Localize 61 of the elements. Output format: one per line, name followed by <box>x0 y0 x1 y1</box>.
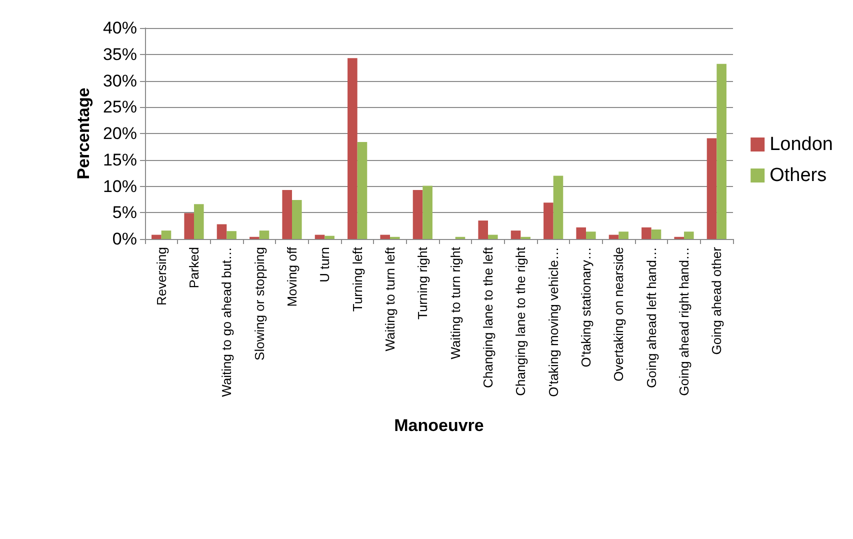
bar <box>314 234 325 239</box>
x-tick-label: Slowing or stopping <box>252 247 267 360</box>
y-tick-label: 40% <box>102 18 137 38</box>
bar <box>618 232 628 239</box>
x-tick-label: Moving off <box>284 246 300 307</box>
x-tick-label: Waiting to turn right <box>448 246 463 360</box>
bar <box>226 231 236 239</box>
y-tick-label: 15% <box>102 150 137 170</box>
y-tick-label: 35% <box>102 44 137 64</box>
bar <box>488 234 498 239</box>
x-tick-label: Going ahead left hand… <box>644 247 659 388</box>
x-tick-label: Going ahead right hand… <box>676 247 692 396</box>
x-tick-label: Going ahead other <box>709 246 724 355</box>
bar <box>586 232 596 239</box>
bar <box>348 58 358 239</box>
bar <box>412 190 423 239</box>
y-axis-title: Percentage <box>74 88 94 180</box>
x-tick-label: U turn <box>317 247 332 282</box>
x-axis-title: Manoeuvre <box>394 416 484 435</box>
bar <box>684 232 694 239</box>
y-tick-label: 20% <box>102 124 137 143</box>
x-tick-label: Turning right <box>415 246 430 320</box>
y-tick-label: 10% <box>102 176 137 196</box>
bar <box>716 64 726 239</box>
bar <box>706 138 717 239</box>
bar <box>478 220 488 239</box>
bar <box>282 190 292 239</box>
bar <box>422 186 432 239</box>
bar <box>553 176 564 239</box>
bar <box>259 230 270 239</box>
bar <box>510 230 521 239</box>
bar <box>292 200 302 239</box>
bar <box>184 213 194 239</box>
x-tick-label: Reversing <box>154 247 169 306</box>
x-tick-label: Changing lane to the right <box>513 246 528 396</box>
y-tick-label: 5% <box>112 203 137 222</box>
x-tick-label: O'taking stationary… <box>578 247 594 368</box>
x-tick-label: Overtaking on nearside <box>611 247 626 382</box>
bar <box>161 230 172 239</box>
bar <box>324 236 334 239</box>
legend-label: London <box>770 134 834 155</box>
bar <box>380 234 390 239</box>
y-tick-label: 25% <box>102 98 137 117</box>
bar <box>608 234 619 239</box>
x-tick-label: Waiting to turn left <box>382 246 398 352</box>
bar <box>544 202 554 239</box>
x-tick-label: Changing lane to the left <box>480 246 496 388</box>
bar <box>194 204 204 239</box>
bar <box>152 234 162 239</box>
x-tick-label: Waiting to go ahead but… <box>219 247 234 397</box>
x-tick-label: O'taking moving vehicle… <box>546 247 561 397</box>
y-tick-label: 0% <box>112 230 137 248</box>
legend-label: Others <box>770 165 827 186</box>
bar <box>357 142 368 239</box>
x-tick-label: Parked <box>186 247 202 288</box>
x-tick-label: Turning left <box>350 246 365 312</box>
bar <box>576 227 586 239</box>
bar <box>216 224 227 239</box>
bar <box>642 227 652 239</box>
bar <box>651 230 662 239</box>
y-tick-label: 30% <box>102 71 137 90</box>
